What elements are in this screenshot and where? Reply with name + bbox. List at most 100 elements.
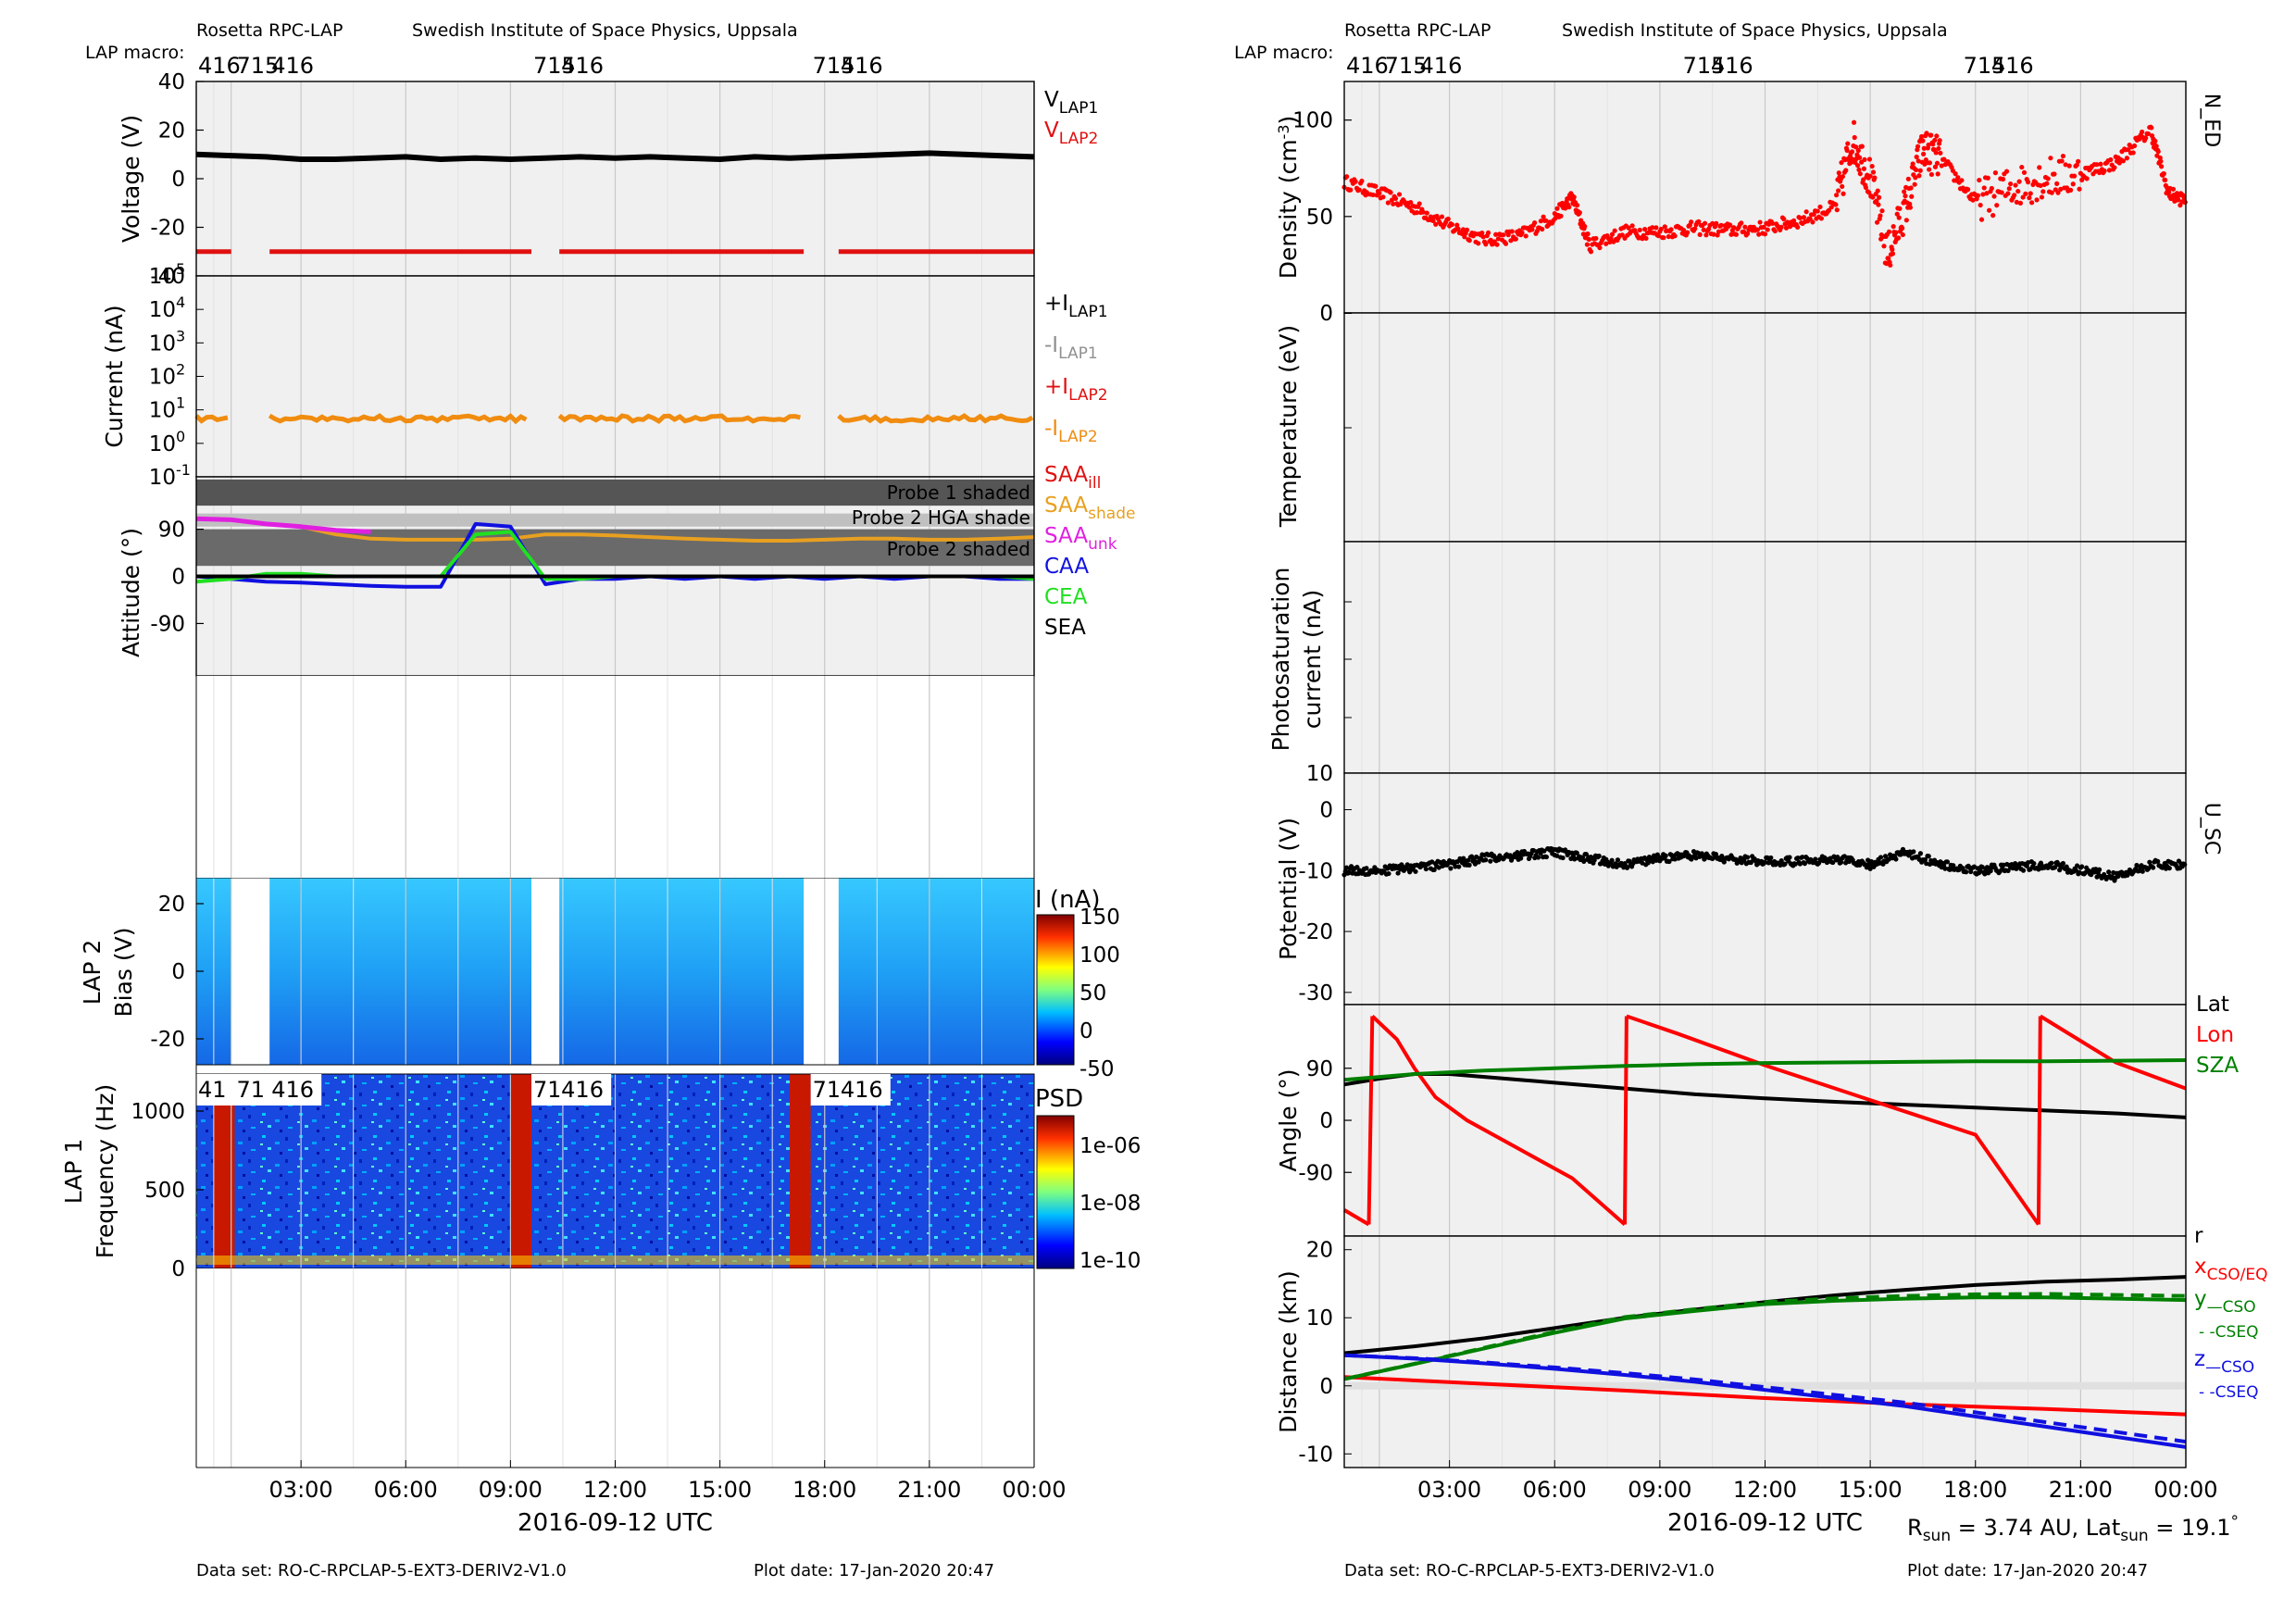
data-point (1912, 181, 1917, 187)
legend-item: -ILAP1 (1044, 333, 1098, 363)
data-point (1876, 194, 1882, 200)
data-point (1485, 230, 1491, 236)
data-point (1984, 191, 1990, 196)
data-point (2016, 179, 2022, 184)
data-point (1626, 225, 1631, 231)
colorbar-tick: -50 (1079, 1057, 1115, 1081)
gridlines (213, 878, 1035, 1065)
data-point (2077, 186, 2082, 192)
data-point (1439, 214, 1445, 219)
y-tick-label: 10 (149, 399, 176, 423)
legend-item: SEA (1044, 616, 1086, 640)
data-point (1881, 244, 1887, 249)
y-tick-exponent: 2 (176, 361, 185, 379)
series-saa-unk (195, 516, 371, 534)
data-point (1863, 184, 1868, 191)
data-point (1392, 195, 1399, 201)
data-point (2015, 188, 2021, 194)
data-point (1654, 852, 1660, 857)
x-tick-label: 21:00 (897, 1477, 961, 1503)
data-point (2073, 868, 2078, 873)
y-axis-label: Voltage (V) (118, 115, 144, 243)
data-point (1754, 227, 1760, 232)
data-point (1924, 131, 1929, 136)
zero-band (1344, 1381, 2186, 1390)
y-tick-exponent: 3 (176, 327, 185, 344)
macro-label: 416 (841, 53, 883, 79)
data-point (1772, 228, 1778, 234)
colorbar-tick: 1e-08 (1079, 1192, 1141, 1216)
data-point (2049, 190, 2054, 195)
data-point (1980, 192, 1986, 197)
data-point (1431, 867, 1437, 873)
data-point (1519, 230, 1525, 235)
legend-item: +ILAP1 (1044, 292, 1108, 321)
data-point (2102, 168, 2107, 174)
y-tick-label: 0 (171, 960, 185, 984)
data-point (1852, 134, 1857, 141)
data-point (1894, 211, 1900, 217)
data-point (1878, 855, 1884, 860)
gridlines (1361, 542, 2187, 773)
y-tick-label: 0 (171, 168, 185, 192)
data-point (1840, 183, 1845, 190)
data-point (1416, 201, 1422, 206)
colorbar-tick: 100 (1079, 943, 1120, 968)
data-point (2020, 868, 2027, 873)
data-point (1480, 234, 1486, 240)
data-point (1615, 857, 1621, 863)
data-point (1870, 194, 1876, 200)
data-point (1655, 233, 1662, 239)
data-point (1992, 170, 1998, 176)
data-point (2166, 866, 2172, 871)
y-axis-label-top: LAP 1 (60, 1139, 87, 1205)
data-point (1488, 237, 1493, 243)
data-point (1508, 238, 1514, 244)
y-axis-label-top: Photosaturation (1267, 568, 1294, 752)
data-point (1424, 210, 1429, 216)
potential-panel: 0 -10 -20 -30 Potential (V) U_SC (1275, 772, 2223, 1006)
data-point (2140, 868, 2145, 874)
data-point (1938, 150, 1943, 156)
data-point (1554, 206, 1560, 211)
y-tick-label: 0 (171, 1257, 185, 1281)
data-point (2151, 865, 2156, 870)
deg-sup: ° (2230, 1513, 2239, 1531)
data-point (2149, 125, 2154, 131)
data-point (1476, 241, 1481, 246)
data-point (2003, 169, 2010, 174)
legend-item: CAA (1044, 555, 1089, 579)
data-point (1844, 147, 1850, 154)
data-point (1535, 855, 1541, 860)
data-point (1916, 173, 1922, 179)
legend-item: z—CSO (2194, 1347, 2254, 1377)
y-tick-exponent: 4 (176, 294, 185, 311)
data-point (2106, 869, 2112, 875)
macro-label: 71 (533, 1077, 562, 1103)
data-point (1582, 223, 1588, 230)
data-point (1987, 207, 1992, 213)
data-point (1859, 144, 1865, 149)
y-axis-label: Potential (V) (1275, 818, 1302, 960)
data-point (1920, 138, 1926, 144)
data-point (1926, 854, 1931, 859)
y-tick-label: 0 (1319, 1375, 1333, 1399)
data-point (1541, 214, 1546, 219)
y-tick-label: 10 (149, 331, 176, 356)
data-point (1462, 234, 1467, 240)
data-point (2158, 158, 2164, 164)
data-point (1778, 224, 1784, 230)
data-point (1817, 204, 1823, 210)
data-point (1591, 857, 1597, 863)
data-point (1890, 251, 1896, 256)
data-point (1386, 870, 1391, 877)
data-point (1926, 142, 1931, 148)
data-point (1420, 209, 1426, 215)
data-point (1765, 227, 1770, 232)
data-point (2143, 135, 2149, 141)
data-point (2161, 171, 2166, 177)
data-point (2028, 191, 2033, 196)
data-point (1642, 227, 1648, 232)
data-point (1731, 225, 1737, 231)
